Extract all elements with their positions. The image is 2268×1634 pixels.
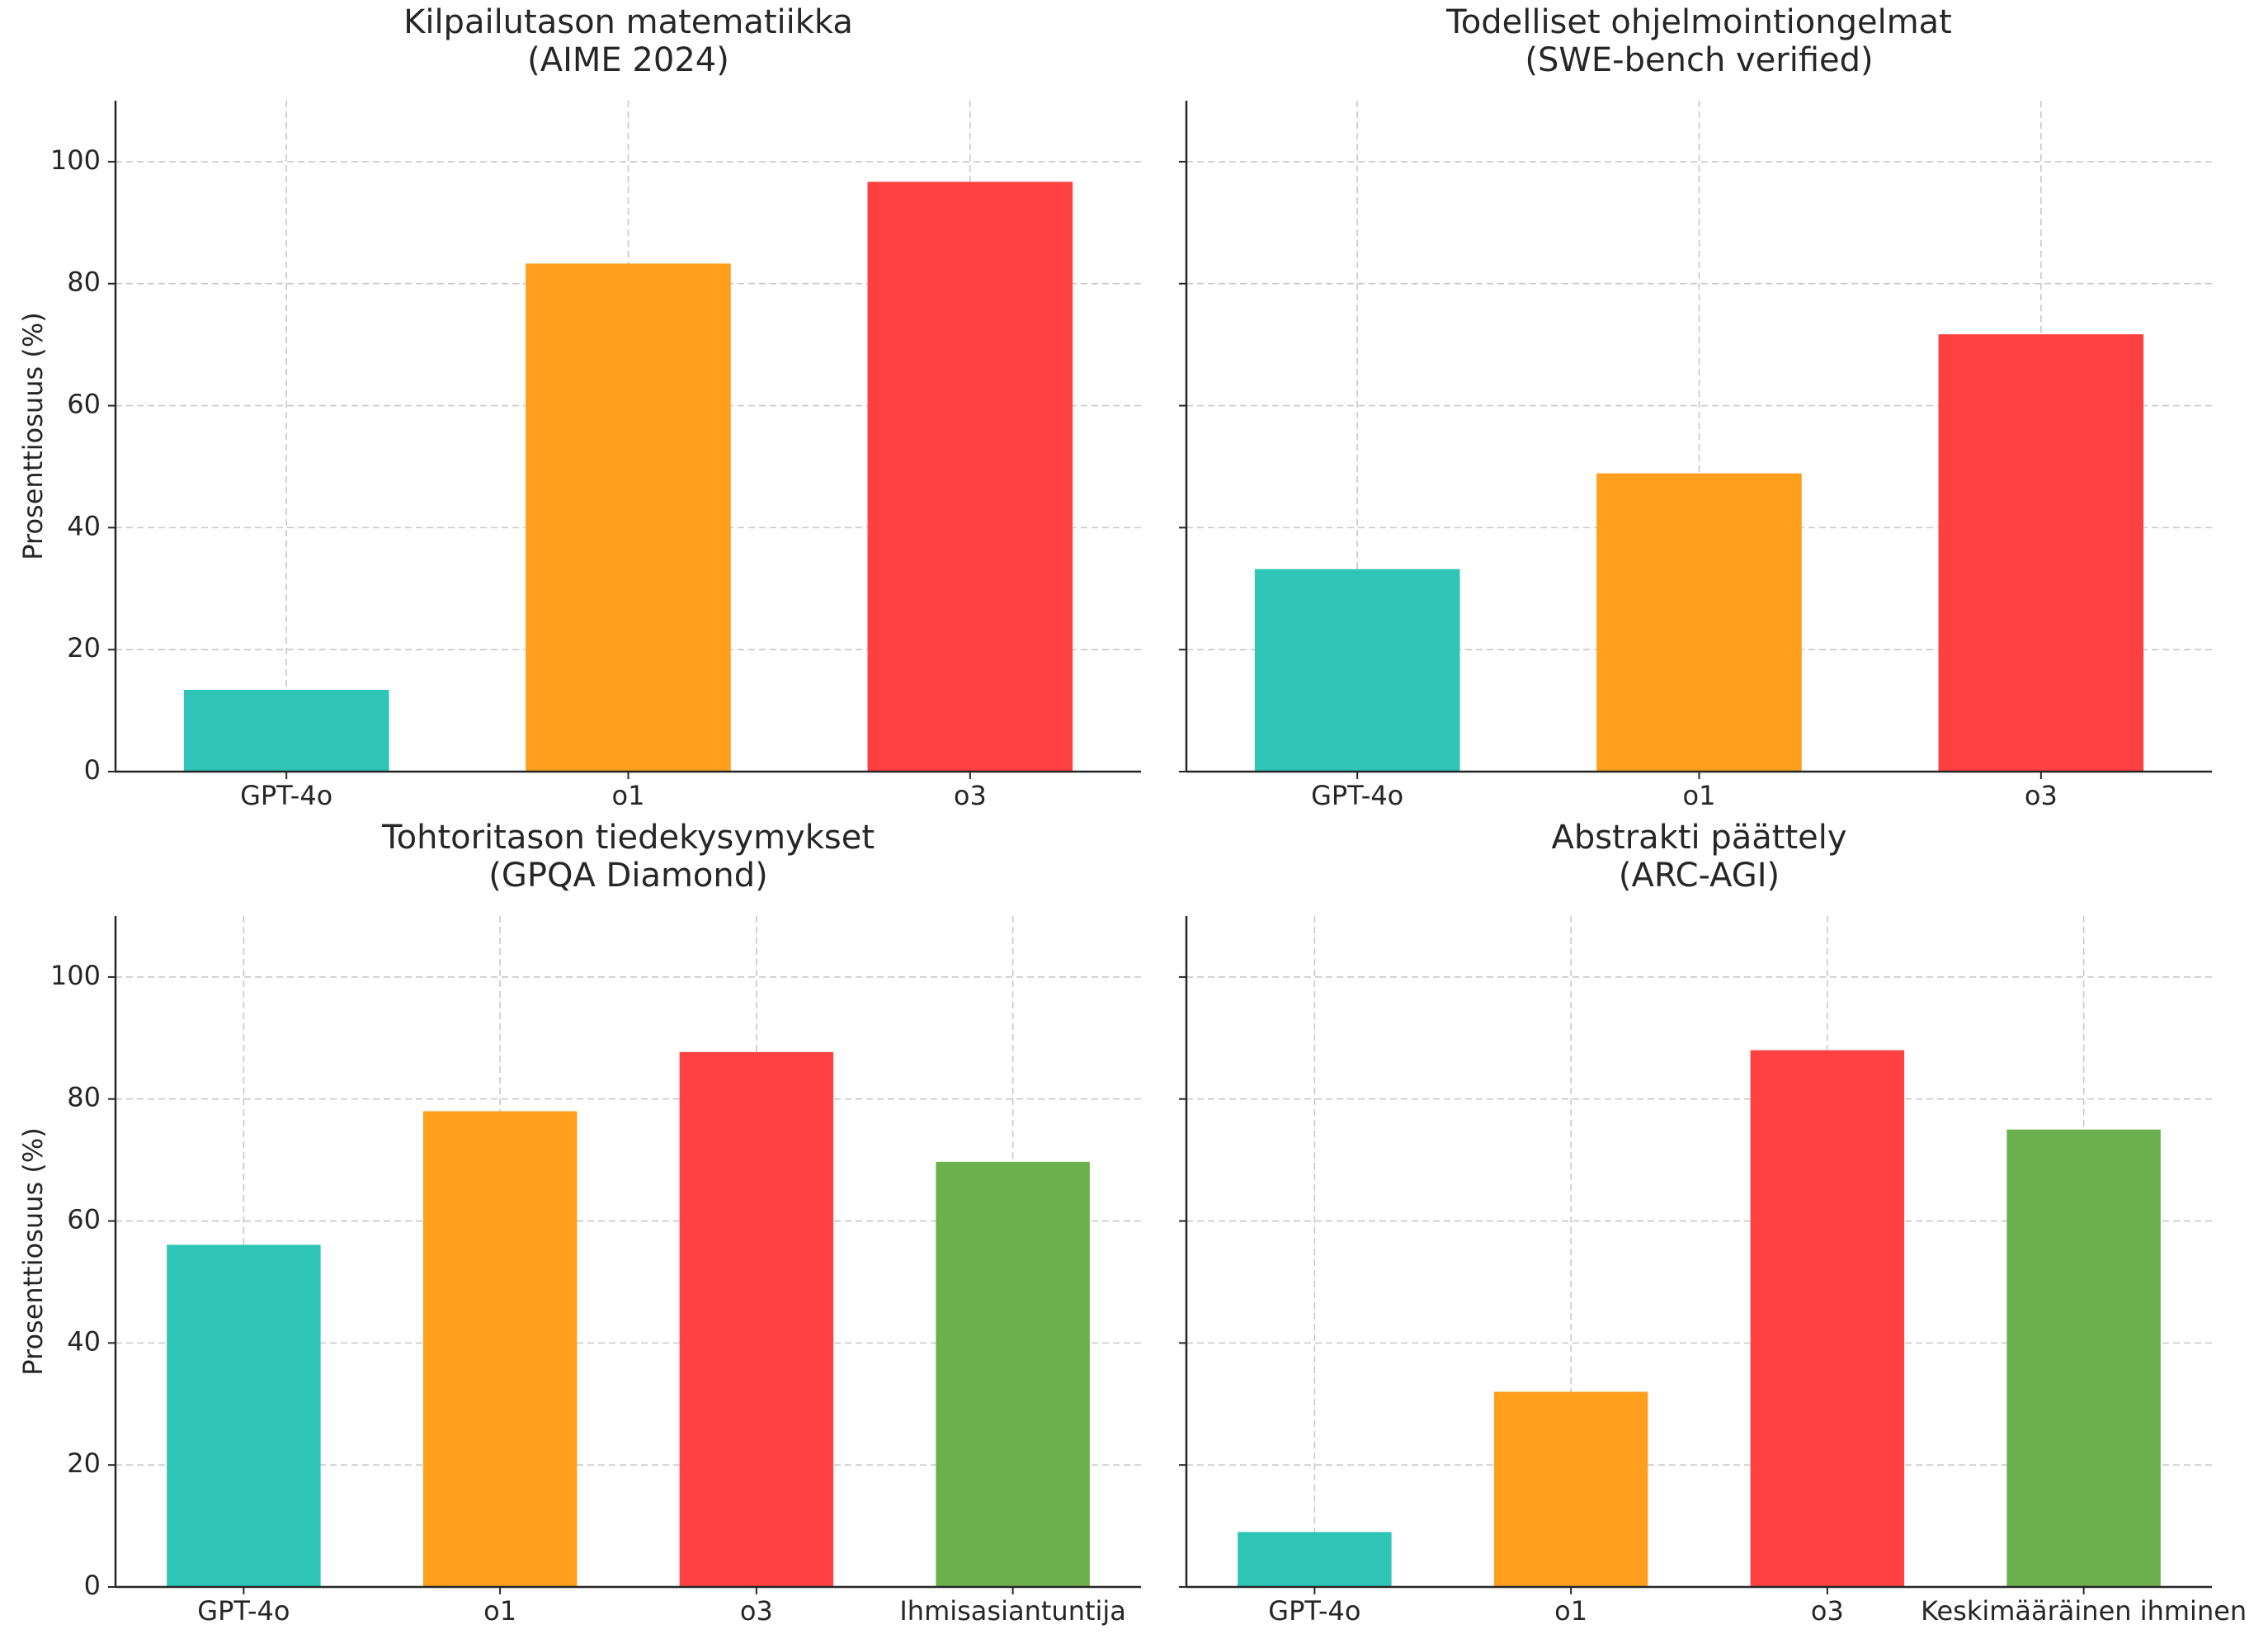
x-tick-label: o1	[483, 1595, 516, 1627]
chart-title: Kilpailutason matematiikka (AIME 2024)	[403, 3, 853, 79]
bar-o1	[526, 263, 731, 772]
x-tick-label: o1	[612, 780, 645, 811]
y-tick-label: 0	[84, 754, 101, 786]
bar-o1	[1493, 1391, 1648, 1587]
panel-arc-agi: GPT-4o o1 o3 Keskimääräinen ihminen Abstrakt…	[1179, 819, 2247, 1627]
chart-title: Abstrakti päättely (ARC-AGI)	[1551, 819, 1846, 895]
bar-o3	[1750, 1050, 1905, 1587]
panel-gpqa-diamond: 0 20 40 60 80 100 GPT-4o o1 o3 Ihmisasiantuntija T…	[17, 819, 1141, 1627]
chart-title-line: (GPQA Diamond)	[488, 857, 768, 895]
y-tick-label: 80	[67, 1082, 101, 1113]
y-tick-label: 40	[67, 510, 101, 541]
bar-o1	[1596, 473, 1802, 772]
bar-gpt-4o	[1254, 569, 1460, 772]
x-tick-label: Keskimääräinen ihminen	[1921, 1595, 2247, 1627]
chart-title-line: (ARC-AGI)	[1619, 857, 1780, 895]
chart-title: Todelliset ohjelmointiongelmat (SWE-bench…	[1445, 3, 1952, 79]
x-tick-label: o3	[2025, 780, 2058, 811]
x-tick-label: GPT-4o	[240, 780, 332, 811]
bar-ihmisasiantuntija	[936, 1161, 1090, 1587]
panel-swe-bench: GPT-4o o1 o3 Todelliset ohjelmointiongelmat…	[1179, 3, 2212, 811]
y-tick-label: 20	[67, 1447, 101, 1479]
bar-keskim-r-inen-ihminen	[2006, 1129, 2161, 1587]
chart-title: Tohtoritason tiedekysymykset (GPQA Diamon…	[381, 819, 875, 895]
y-tick-label: 0	[84, 1570, 101, 1601]
bar-gpt-4o	[183, 689, 389, 772]
bar-gpt-4o	[167, 1244, 321, 1587]
y-tick-label: 20	[67, 632, 101, 664]
x-tick-label: o1	[1683, 780, 1716, 811]
y-tick-label: 100	[50, 960, 101, 991]
y-tick-label: 60	[67, 1204, 101, 1235]
y-tick-label: 60	[67, 389, 101, 420]
x-tick-label: GPT-4o	[197, 1595, 290, 1627]
panel-aime-2024: 0 20 40 60 80 100 GPT-4o o1 o3 Kilpailutason mate…	[17, 3, 1141, 811]
y-axis-label: Prosenttiosuus (%)	[17, 1127, 49, 1375]
x-tick-label: GPT-4o	[1311, 780, 1403, 811]
bar-o1	[422, 1111, 578, 1587]
chart-title-line: Tohtoritason tiedekysymykset	[381, 819, 875, 857]
bar-o3	[867, 182, 1073, 772]
chart-title-line: Todelliset ohjelmointiongelmat	[1445, 3, 1952, 41]
x-tick-label: GPT-4o	[1268, 1595, 1360, 1627]
x-tick-label: o3	[1811, 1595, 1844, 1627]
x-tick-label: o3	[740, 1595, 773, 1627]
y-tick-label: 40	[67, 1325, 101, 1357]
y-axis-label: Prosenttiosuus (%)	[17, 312, 49, 560]
x-tick-label: o3	[954, 780, 987, 811]
bar-o3	[679, 1051, 834, 1587]
y-tick-label: 80	[67, 267, 101, 298]
chart-title-line: Abstrakti päättely	[1551, 819, 1846, 857]
x-tick-label: o1	[1554, 1595, 1587, 1627]
bar-o3	[1938, 334, 2144, 772]
y-tick-label: 100	[50, 144, 101, 176]
bar-gpt-4o	[1238, 1532, 1392, 1587]
chart-title-line: (SWE-bench verified)	[1525, 41, 1873, 79]
x-tick-label: Ihmisasiantuntija	[899, 1595, 1126, 1627]
chart-title-line: (AIME 2024)	[527, 41, 729, 79]
chart-title-line: Kilpailutason matematiikka	[403, 3, 853, 41]
